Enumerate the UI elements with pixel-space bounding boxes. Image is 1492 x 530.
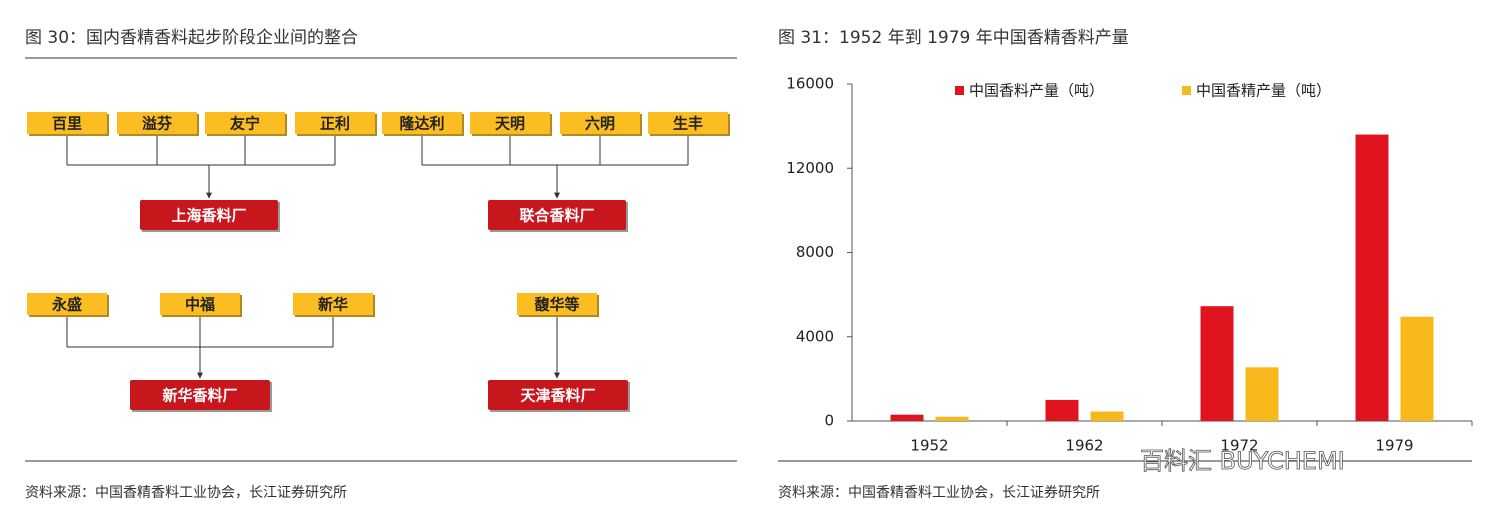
x-tick-label: 1952	[910, 437, 948, 455]
source-label: 友宁	[230, 115, 260, 133]
source-label: 中福	[185, 296, 215, 314]
y-tick-label: 8000	[796, 243, 834, 261]
bar	[1400, 316, 1434, 421]
x-tick-label: 1972	[1220, 437, 1258, 455]
source-label: 正利	[320, 115, 350, 133]
x-tick-label: 1962	[1065, 437, 1103, 455]
target-label: 新华香料厂	[162, 387, 237, 405]
source-box	[293, 293, 373, 315]
legend-swatch	[955, 86, 964, 95]
bar	[1355, 134, 1389, 422]
source-label: 百里	[52, 115, 82, 133]
bar	[890, 414, 924, 421]
source-box	[27, 112, 107, 134]
legend-swatch	[1182, 86, 1191, 95]
y-tick-label: 12000	[786, 159, 834, 177]
source-label: 天明	[495, 115, 525, 133]
chart-source: 资料来源：中国香精香料工业协会，长江证券研究所	[778, 485, 1100, 501]
source-box	[517, 293, 597, 315]
source-box	[160, 293, 240, 315]
y-tick-label: 4000	[796, 327, 834, 345]
x-tick-label: 1979	[1375, 437, 1413, 455]
source-box	[27, 293, 107, 315]
source-label: 隆达利	[399, 115, 444, 133]
bar	[935, 416, 969, 421]
diagram-title: 图 30：国内香精香料起步阶段企业间的整合	[25, 28, 358, 48]
source-label: 永盛	[51, 296, 82, 314]
y-tick-label: 0	[824, 412, 834, 430]
target-box	[130, 380, 270, 410]
source-label: 馥华等	[534, 296, 579, 314]
target-label: 天津香料厂	[520, 387, 595, 405]
target-label: 上海香料厂	[171, 207, 246, 225]
target-label: 联合香料厂	[519, 207, 594, 225]
source-box	[470, 112, 550, 134]
source-label: 新华	[318, 296, 348, 314]
target-box	[488, 380, 628, 410]
bar	[1045, 399, 1079, 421]
chart-title: 图 31：1952 年到 1979 年中国香精香料产量	[778, 28, 1129, 48]
legend-label: 中国香料产量（吨）	[969, 82, 1104, 100]
source-box	[117, 112, 197, 134]
diagram-source: 资料来源：中国香精香料工业协会，长江证券研究所	[25, 485, 347, 501]
source-box	[648, 112, 728, 134]
legend-label: 中国香精产量（吨）	[1196, 82, 1331, 100]
source-box	[560, 112, 640, 134]
y-tick-label: 16000	[786, 75, 834, 93]
source-label: 六明	[585, 115, 615, 133]
target-box	[140, 200, 278, 230]
bar	[1245, 367, 1279, 421]
bar	[1090, 411, 1124, 421]
bar	[1200, 306, 1234, 421]
target-box	[488, 200, 626, 230]
source-box	[295, 112, 375, 134]
chart: 0 4000 8000 12000 16000 1952 1962 1972 1979 中国香料产…	[786, 75, 1473, 475]
watermark: 百料汇 BUYCHEMI	[1140, 447, 1345, 475]
source-label: 溢芬	[142, 115, 173, 133]
source-label: 生丰	[673, 115, 703, 133]
source-box	[382, 112, 462, 134]
source-box	[205, 112, 285, 134]
